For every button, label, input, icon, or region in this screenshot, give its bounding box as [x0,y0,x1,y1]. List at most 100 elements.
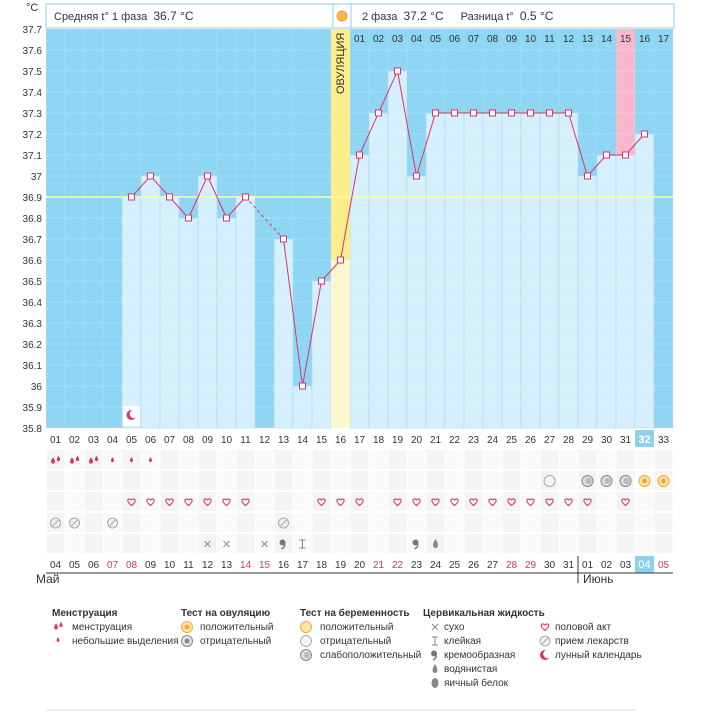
temperature-column [596,154,617,429]
calendar-date: 16 [278,560,290,571]
calendar-date: 13 [221,560,233,571]
legend-group-title: Тест на беременность [300,607,410,619]
calendar-date: 12 [202,560,214,571]
symptom-cell [312,534,331,553]
ovulation-band-top [331,29,350,260]
symptom-cell [84,513,103,532]
cycle-day-label: 15 [316,435,328,446]
y-tick-label: 35.8 [23,424,43,435]
cycle-day-label: 32 [638,434,650,446]
symptom-cell [350,492,369,511]
symptom-cell [217,450,236,469]
cycle-day-label: 08 [183,435,195,446]
legend-item: менструация [72,622,132,633]
temperature-point [280,235,287,243]
symptom-cell [540,513,559,532]
symptom-cell [616,450,635,469]
luteal-day-label: 10 [525,34,537,45]
legend-heart-icon [540,623,550,632]
symptom-cell [521,450,540,469]
symptom-cell [426,471,445,490]
symptom-cell [502,534,521,553]
symptom-cell [122,471,141,490]
symptom-cell [274,450,293,469]
ovulation-label: ОВУЛЯЦИЯ [335,33,347,94]
calendar-date: 23 [411,560,423,571]
symptom-cell [369,513,388,532]
legend-item: слабоположительный [320,649,421,661]
temperature-point [432,109,439,117]
legend-item: отрицательный [200,636,271,647]
symptom-cell [122,534,141,553]
symptom-cell [464,513,483,532]
y-tick-label: 36.7 [23,235,43,246]
legend-moon-icon-cut [543,649,552,659]
symptom-cell [141,471,160,490]
symptom-cell [255,450,274,469]
symptom-cell [236,450,255,469]
cycle-day-label: 01 [50,435,62,446]
symptom-cell [521,513,540,532]
symptom-cell [141,513,160,532]
symptom-cell [559,513,578,532]
phase2-box [350,3,675,29]
medication-pill-icon-stripe [71,519,78,527]
temperature-column [444,112,465,429]
symptom-cell [312,450,331,469]
luteal-day-label: 01 [354,34,366,45]
menstruation-heavy-icon [51,457,55,464]
symptom-cell [578,492,597,511]
symptom-cell [198,471,217,490]
symptom-cell [103,492,122,511]
highlight-header-cell [616,29,635,48]
symptom-cell [236,534,255,553]
calendar-date: 14 [240,560,252,571]
intercourse-heart-icon [203,498,212,507]
symptom-cell [654,534,673,553]
y-tick-label: 36.2 [23,340,43,351]
temperature-column [368,112,389,429]
symptom-cell [65,471,84,490]
temperature-column [425,112,446,429]
series-segment [359,112,379,156]
symptom-cell [160,450,179,469]
symptom-cell [84,534,103,553]
y-tick-label: 36.6 [23,256,43,267]
temperature-point [508,109,515,117]
symptom-cell [179,450,198,469]
cycle-day-label: 23 [468,435,480,446]
luteal-day-label: 03 [392,34,404,45]
symptom-cell [388,492,407,511]
calendar-date: 21 [373,560,385,571]
symptom-cell [654,450,673,469]
symptom-cell [141,492,160,511]
highlight-column [616,48,635,155]
legend-item: лунный календарь [555,650,642,661]
symptom-cell [141,534,160,553]
y-tick-label: 36.4 [23,298,43,309]
calendar-date: 02 [601,560,613,571]
intercourse-heart-icon [317,498,326,507]
luteal-day-label: 09 [506,34,518,45]
symptom-cell [198,450,217,469]
temperature-column [539,112,560,429]
calendar-date: 01 [582,560,594,571]
symptom-cell [217,492,236,511]
symptom-cell [255,513,274,532]
symptom-cell [84,450,103,469]
diff-label: Разница t° [461,11,514,23]
symptom-cell [559,471,578,490]
ovulation-band [331,29,350,428]
cycle-day-label: 18 [373,435,385,446]
symptom-cell [483,471,502,490]
y-tick-label: 36.9 [23,193,43,204]
luteal-day-label: 05 [430,34,442,45]
legend-cervical-watery-icon [432,664,438,673]
luteal-day-label: 08 [487,34,499,45]
cervical-dry-icon-b [223,540,230,548]
symptom-cell [464,492,483,511]
symptom-cell [521,471,540,490]
calendar-date: 19 [335,560,347,571]
calendar-date: 11 [183,560,194,571]
symptom-cell [445,492,464,511]
